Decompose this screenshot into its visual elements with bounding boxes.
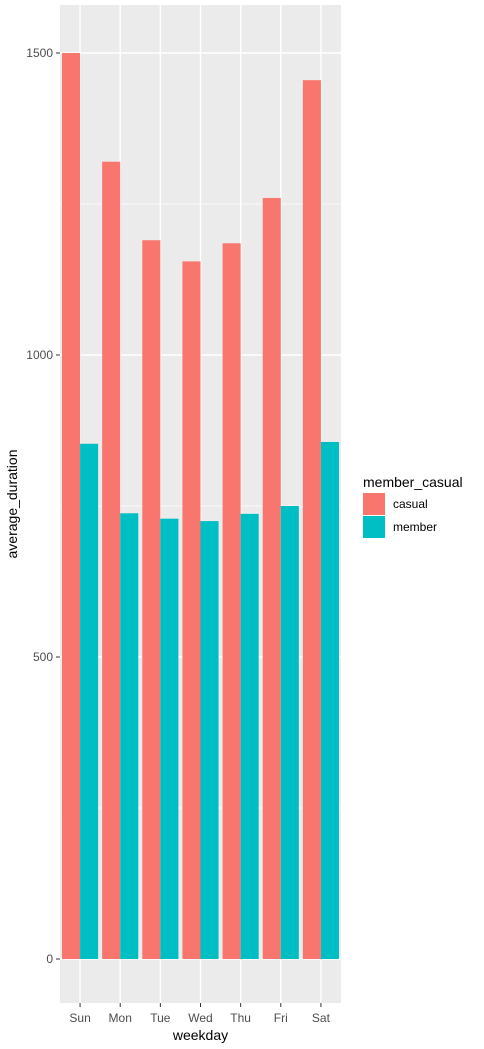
x-tick-label: Thu <box>230 1011 251 1025</box>
bar-casual-sun <box>62 53 81 959</box>
legend-key-member <box>363 516 385 538</box>
legend-key-casual <box>363 493 385 515</box>
x-axis-ticks: Sun Mon Tue Wed Thu Fri Sat <box>69 1003 331 1025</box>
bar-casual-tue <box>142 240 161 960</box>
bar-member-sat <box>320 441 339 959</box>
x-tick-label: Sun <box>69 1011 90 1025</box>
y-tick-label: 500 <box>33 650 53 664</box>
bar-member-wed <box>200 521 219 959</box>
legend-label-casual: casual <box>393 497 428 511</box>
x-tick-label: Tue <box>150 1011 171 1025</box>
bar-member-sun <box>80 443 99 960</box>
x-tick-label: Wed <box>188 1011 212 1025</box>
y-tick-label: 1000 <box>26 348 53 362</box>
x-tick-label: Fri <box>274 1011 288 1025</box>
y-tick-label: 1500 <box>26 46 53 60</box>
bars <box>62 53 339 960</box>
legend: member_casual casual member <box>363 474 463 538</box>
x-tick-label: Mon <box>109 1011 132 1025</box>
bar-member-mon <box>120 513 139 959</box>
y-axis-ticks: 0 500 1000 1500 <box>26 46 60 966</box>
x-axis-title: weekday <box>172 1027 228 1043</box>
bar-casual-sat <box>302 80 321 960</box>
bar-member-tue <box>160 518 179 959</box>
legend-label-member: member <box>393 520 437 534</box>
bar-casual-thu <box>222 243 241 959</box>
bar-casual-mon <box>102 161 121 960</box>
bar-casual-fri <box>262 197 281 959</box>
y-axis-title: average_duration <box>4 450 20 559</box>
bar-member-thu <box>240 513 259 959</box>
x-tick-label: Sat <box>312 1011 331 1025</box>
legend-title: member_casual <box>363 474 463 490</box>
bar-member-fri <box>280 506 299 959</box>
y-tick-label: 0 <box>46 952 53 966</box>
bar-casual-wed <box>182 261 201 959</box>
